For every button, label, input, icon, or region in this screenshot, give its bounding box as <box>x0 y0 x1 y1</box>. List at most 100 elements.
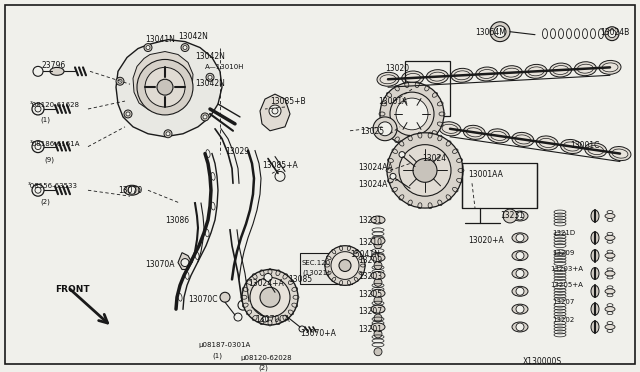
Text: SEC.120: SEC.120 <box>302 260 331 266</box>
Circle shape <box>220 292 230 302</box>
Circle shape <box>128 186 136 194</box>
Circle shape <box>32 141 44 153</box>
Circle shape <box>516 323 524 331</box>
Circle shape <box>608 30 616 38</box>
Circle shape <box>374 348 382 356</box>
Ellipse shape <box>588 145 604 155</box>
Circle shape <box>390 173 396 179</box>
Text: X130000S: X130000S <box>523 357 562 366</box>
Ellipse shape <box>591 321 599 333</box>
Ellipse shape <box>479 70 495 78</box>
Ellipse shape <box>607 294 613 297</box>
Circle shape <box>490 22 510 42</box>
Circle shape <box>339 260 351 272</box>
Circle shape <box>516 269 524 278</box>
Circle shape <box>264 273 272 281</box>
Ellipse shape <box>607 276 613 279</box>
Text: 13205: 13205 <box>358 290 382 299</box>
Circle shape <box>181 259 189 266</box>
Circle shape <box>238 300 248 310</box>
Ellipse shape <box>528 67 544 76</box>
Polygon shape <box>178 253 192 269</box>
Circle shape <box>164 130 172 138</box>
Text: 13203: 13203 <box>358 272 382 282</box>
Circle shape <box>33 66 43 76</box>
Ellipse shape <box>371 289 385 297</box>
Text: 13029: 13029 <box>225 147 249 155</box>
Ellipse shape <box>605 289 615 294</box>
Text: 13024B: 13024B <box>600 28 629 37</box>
Circle shape <box>124 110 132 118</box>
Text: 13070+A: 13070+A <box>300 329 336 338</box>
Ellipse shape <box>512 304 528 314</box>
Ellipse shape <box>607 250 613 253</box>
Text: 13020+A: 13020+A <box>468 236 504 245</box>
Ellipse shape <box>491 131 506 141</box>
Ellipse shape <box>539 138 555 148</box>
Circle shape <box>399 152 405 157</box>
Ellipse shape <box>561 140 582 154</box>
Text: (2): (2) <box>40 198 50 205</box>
Circle shape <box>299 326 305 332</box>
Ellipse shape <box>371 323 385 331</box>
Ellipse shape <box>371 216 385 224</box>
Text: 13209: 13209 <box>358 256 382 264</box>
Text: A—13010H: A—13010H <box>205 64 244 70</box>
Text: 13024AA: 13024AA <box>358 163 393 173</box>
Circle shape <box>374 314 382 322</box>
Ellipse shape <box>605 271 615 276</box>
Text: µ08187-0301A: µ08187-0301A <box>198 342 250 348</box>
Ellipse shape <box>607 321 613 324</box>
Ellipse shape <box>607 258 613 261</box>
Circle shape <box>118 79 122 83</box>
Ellipse shape <box>525 64 547 78</box>
Text: 13086: 13086 <box>165 216 189 225</box>
Text: (2): (2) <box>258 365 268 371</box>
Text: 13203+A: 13203+A <box>550 266 583 272</box>
Ellipse shape <box>591 210 599 222</box>
Circle shape <box>203 115 207 119</box>
Text: 13201: 13201 <box>358 325 382 334</box>
Text: (13021): (13021) <box>302 269 330 276</box>
Circle shape <box>374 296 382 304</box>
Text: 13001A: 13001A <box>378 97 408 106</box>
Ellipse shape <box>607 304 613 307</box>
Ellipse shape <box>512 211 528 221</box>
Text: 13085+B: 13085+B <box>270 97 306 106</box>
Polygon shape <box>116 40 222 137</box>
Ellipse shape <box>488 129 509 143</box>
Circle shape <box>516 305 524 313</box>
Circle shape <box>516 287 524 295</box>
Text: (1): (1) <box>212 353 222 359</box>
Circle shape <box>605 27 619 41</box>
Circle shape <box>503 209 517 223</box>
Text: 13231: 13231 <box>500 211 524 220</box>
Circle shape <box>275 171 285 181</box>
Circle shape <box>35 187 41 193</box>
Circle shape <box>402 104 422 124</box>
Ellipse shape <box>404 74 420 83</box>
Circle shape <box>32 184 44 196</box>
Text: 13020: 13020 <box>385 64 409 73</box>
Ellipse shape <box>512 251 528 260</box>
Text: 13024: 13024 <box>422 154 446 163</box>
Ellipse shape <box>609 147 631 161</box>
Circle shape <box>516 212 524 220</box>
Ellipse shape <box>467 128 482 137</box>
Ellipse shape <box>402 71 424 85</box>
Text: ³08156-63533: ³08156-63533 <box>28 183 78 189</box>
Ellipse shape <box>605 235 615 240</box>
Circle shape <box>146 46 150 49</box>
Text: 13209: 13209 <box>552 250 574 256</box>
Ellipse shape <box>591 250 599 262</box>
Ellipse shape <box>612 149 628 158</box>
Text: 13001AA: 13001AA <box>468 170 503 179</box>
Circle shape <box>399 145 451 196</box>
Ellipse shape <box>607 312 613 315</box>
Circle shape <box>208 75 212 79</box>
Circle shape <box>157 79 173 95</box>
Circle shape <box>116 77 124 85</box>
Ellipse shape <box>553 65 569 74</box>
Circle shape <box>373 117 397 141</box>
Text: 13070CA: 13070CA <box>255 315 290 324</box>
